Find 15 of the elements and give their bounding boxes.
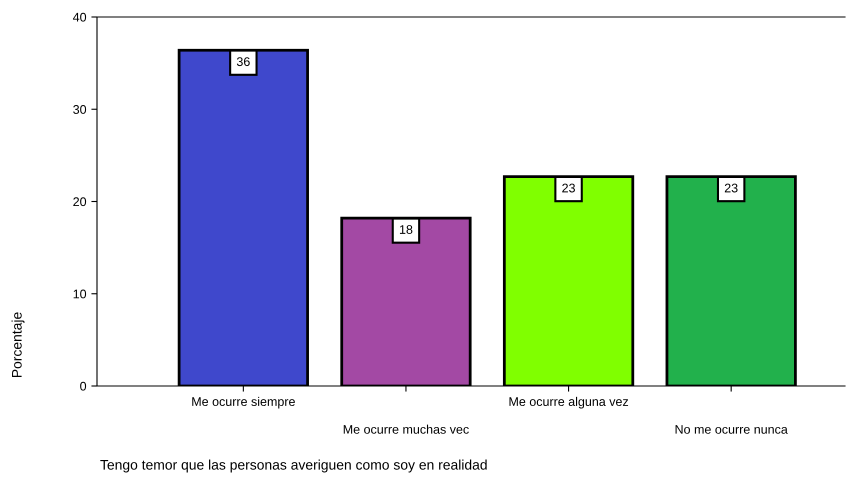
x-tick-label: Me ocurre siempre	[192, 396, 295, 408]
data-label: 36	[236, 57, 250, 66]
data-label: 23	[724, 184, 738, 192]
data-label: 18	[400, 225, 412, 234]
x-tick-label: No me ocurre nunca	[676, 425, 788, 434]
x-axis-title: Tengo temor que las personas averiguen como soy en realidad	[100, 460, 487, 472]
x-tick-label: Me ocurre muchas vec	[344, 424, 469, 434]
y-tick-label: 10	[74, 290, 86, 298]
y-tick-label: 30	[73, 105, 86, 114]
y-tick-label: 40	[72, 12, 86, 22]
data-label: 23	[562, 184, 575, 192]
y-tick-label: 20	[73, 197, 86, 206]
x-tick-label: Me ocurre alguna vez	[509, 396, 628, 408]
y-tick-label: 0	[80, 382, 86, 391]
y-axis-title: Porcentaje	[12, 312, 24, 378]
